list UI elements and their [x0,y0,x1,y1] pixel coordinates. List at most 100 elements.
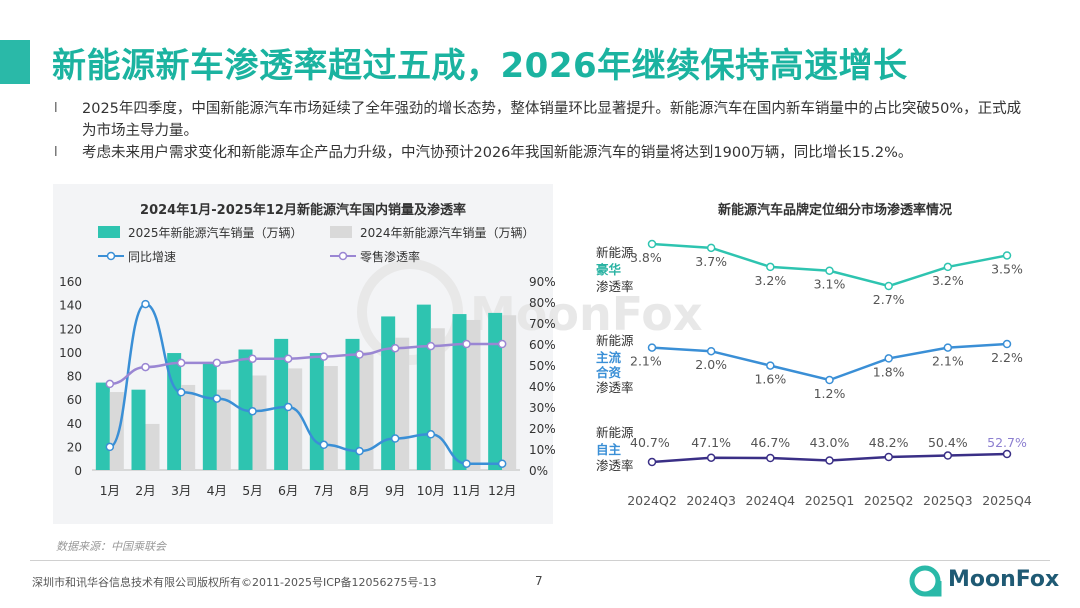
bar-2024 [145,423,160,470]
line-point [426,341,436,351]
line-point [497,459,507,468]
row-label: 新能源 [596,245,634,260]
footer-divider [30,560,1050,561]
y-right-tick-label: 40% [529,380,556,394]
line-point [176,358,186,368]
line-point [390,434,400,443]
bar-2024 [359,351,374,470]
line-point [283,354,293,363]
line-point [283,402,293,412]
bar-2025 [452,314,467,470]
line-point [355,446,364,456]
data-label: 3.5% [991,261,1023,276]
bar-2025 [416,304,431,470]
bar-2024 [395,337,410,470]
data-label: 1.2% [814,386,846,401]
line-point [884,354,893,363]
legend-label: 2024年新能源汽车销量（万辆） [360,225,535,240]
x-tick-label: 2024Q4 [746,493,796,508]
logo-text: MoonFox [948,567,1060,592]
line-point [825,375,834,385]
bar-2024 [323,366,338,470]
line-point [212,394,222,403]
x-tick-label: 2025Q2 [864,493,914,508]
bullet-marker: l [54,145,58,160]
x-tick-label: 2024Q2 [627,493,677,508]
line-point [943,451,953,460]
bar-2024 [466,319,481,470]
data-label: 40.7% [630,435,670,450]
data-label: 50.4% [928,435,968,450]
line-point [390,343,400,353]
copyright: 深圳市和讯华谷信息技术有限公司版权所有©2011-2025号ICP备120562… [32,576,437,589]
y-left-tick-label: 80 [67,370,82,384]
line-point [825,266,834,275]
y-right-tick-label: 60% [529,338,556,352]
legend-marker [338,251,348,261]
line-point [884,452,893,462]
y-right-tick-label: 80% [529,296,556,310]
charts-canvas: MoonFox 2024年1月-2025年12月新能源汽车国内销量及渗透率202… [59,202,1032,508]
bullet-list: l 2025年四季度，中国新能源汽车市场延续了全年强劲的增长态势，整体销量环比显… [54,98,1034,164]
row-label: 自主 [596,442,622,457]
title-accent-bar [0,40,30,84]
line-point [141,362,150,372]
x-tick-label: 9月 [385,483,405,498]
bar-2024 [109,392,124,470]
bar-2024 [502,315,517,470]
bar-2025 [345,338,360,470]
data-label: 3.2% [754,273,786,288]
row-label: 豪华 [596,262,622,277]
line-point [706,453,716,462]
line-point [943,343,953,352]
bar-2024 [252,375,267,470]
bar-2024 [181,384,196,470]
x-tick-label: 8月 [349,483,369,498]
row-label: 渗透率 [596,380,634,395]
line-point [105,379,115,389]
line-point [1002,251,1012,260]
bar-2025 [131,389,146,470]
bar-2025 [95,382,110,470]
x-tick-label: 2025Q4 [982,493,1032,508]
data-label: 43.0% [810,435,850,450]
line-point [647,457,657,467]
line-point [426,430,436,439]
y-left-tick-label: 40 [67,417,82,431]
line-point [706,243,716,253]
data-source: 数据来源：中国乘联会 [56,540,166,553]
bar-2025 [381,316,396,470]
line-point [141,299,150,309]
bar-2025 [309,353,324,470]
line-point [176,388,186,397]
line-point [706,346,716,356]
line-point [462,339,471,349]
legend-label: 零售渗透率 [360,249,420,264]
y-right-tick-label: 10% [529,443,556,457]
y-left-tick-label: 140 [59,299,82,313]
left-chart-title: 2024年1月-2025年12月新能源汽车国内销量及渗透率 [140,202,466,218]
right-chart-title: 新能源汽车品牌定位细分市场渗透率情况 [718,202,952,218]
y-left-tick-label: 120 [59,322,82,336]
row-label: 合资 [596,365,622,380]
line-point [766,262,775,272]
x-tick-label: 12月 [488,483,516,498]
x-tick-label: 5月 [242,483,262,498]
row-label: 主流 [596,350,622,365]
line-point [766,361,775,370]
x-tick-label: 11月 [452,483,480,498]
data-label: 3.1% [814,277,846,292]
legend-label: 同比增速 [128,250,176,264]
y-right-tick-label: 70% [529,317,556,331]
x-tick-label: 2025Q1 [805,493,855,508]
x-tick-label: 6月 [278,483,298,498]
y-right-tick-label: 0% [529,464,548,478]
x-tick-label: 4月 [207,483,227,498]
x-tick-label: 2024Q3 [686,493,736,508]
bar-2025 [488,312,503,470]
bullet-marker: l [54,101,58,116]
x-tick-label: 7月 [314,483,334,498]
line-point [825,456,834,465]
moonfox-logo: MoonFox [908,564,1059,598]
